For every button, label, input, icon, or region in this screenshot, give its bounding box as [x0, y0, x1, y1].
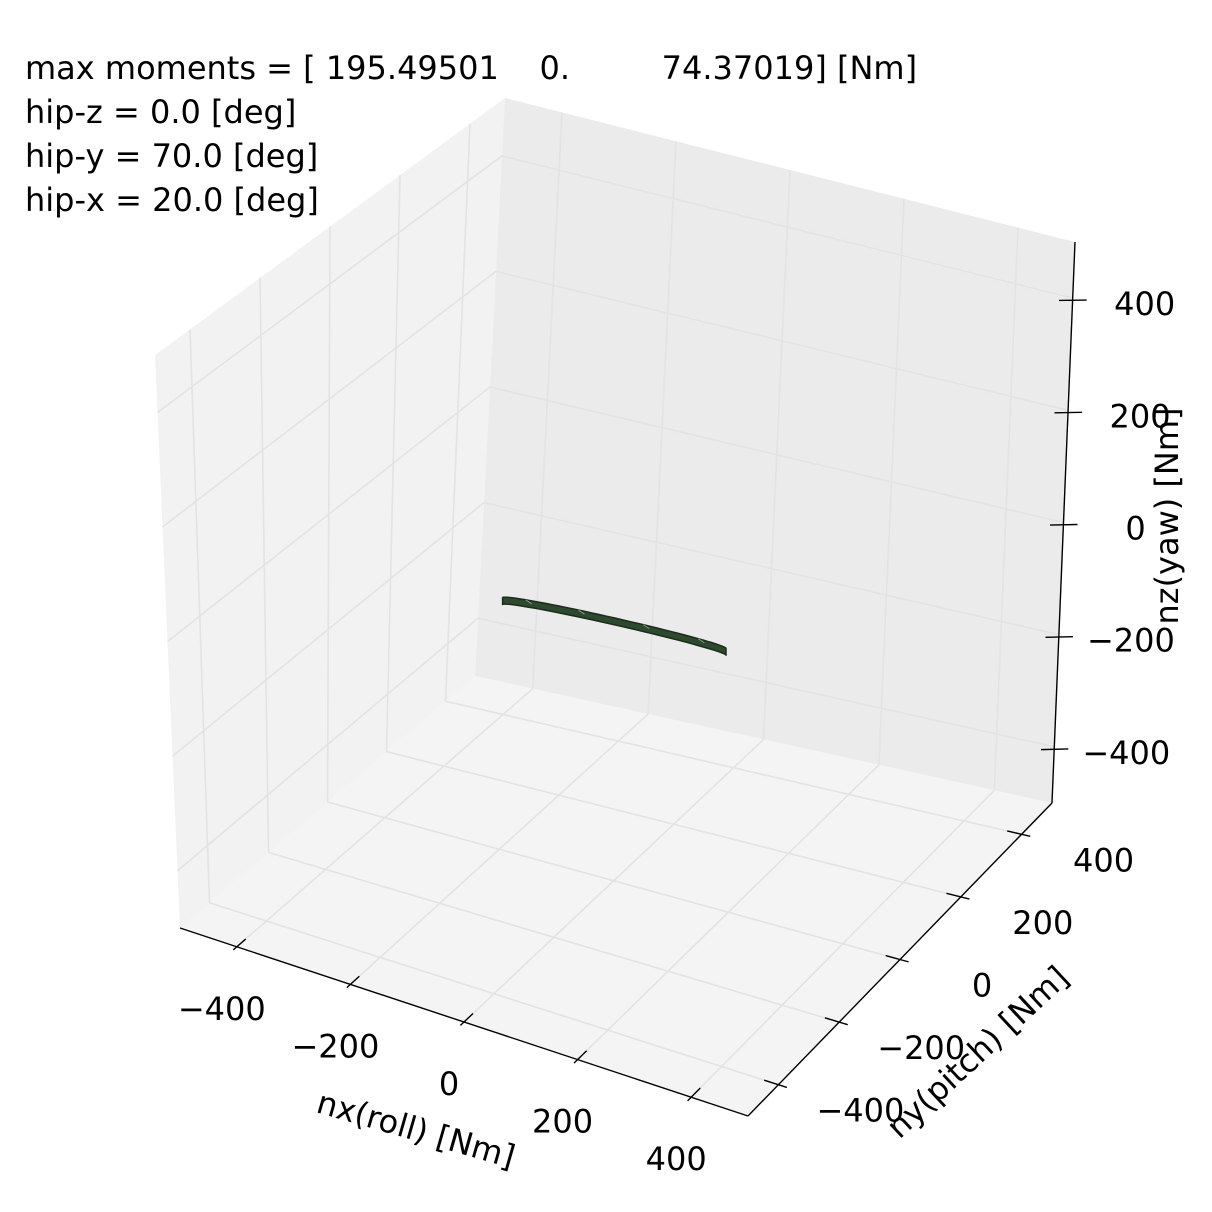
x-axis-label: nx(roll) [Nm] — [313, 1083, 520, 1176]
x-tick-mark — [346, 975, 360, 989]
info-line-hip-x: hip-x = 20.0 [deg] — [25, 181, 319, 219]
info-line-hip-y: hip-y = 70.0 [deg] — [25, 137, 319, 175]
y-tick-label: 200 — [1012, 904, 1073, 942]
info-line-max-moments: max moments = [ 195.49501 0. 74.37019] [… — [25, 49, 918, 87]
y-tick-mark — [824, 1017, 848, 1026]
grid-line-z-left — [162, 270, 497, 528]
y-tick-mark — [763, 1079, 788, 1089]
grid-line-y-floor — [386, 750, 961, 898]
grid-line-y-floor — [327, 801, 901, 961]
x-tick-mark — [232, 938, 247, 951]
z-tick-label: 0 — [1125, 510, 1145, 548]
grid-line-z-back — [477, 617, 1055, 748]
y-tick-mark — [946, 892, 970, 900]
info-line-hip-z: hip-z = 0.0 [deg] — [25, 93, 297, 131]
grid-line-z-back — [489, 386, 1064, 524]
grid-line-y-floor — [268, 851, 840, 1023]
x-tick-mark — [687, 1087, 701, 1102]
grid-line-z-back — [501, 155, 1073, 299]
x-tick-label: 400 — [646, 1140, 707, 1178]
pane-floor — [180, 676, 1052, 1116]
grid-lines — [157, 112, 1073, 1098]
y-tick-label: 0 — [972, 967, 992, 1005]
z-tick-label: 400 — [1114, 285, 1175, 323]
grid-line-z-left — [176, 617, 479, 872]
z-axis-line — [1051, 241, 1076, 804]
z-tick-mark — [1045, 636, 1073, 639]
surface-patch — [501, 596, 727, 656]
surface-mesh-line — [642, 624, 650, 630]
grid-line-z-left — [157, 155, 503, 413]
z-tick-mark — [1049, 523, 1078, 526]
grid-line-z-left — [171, 501, 485, 757]
moment-surface — [501, 596, 727, 656]
tick-marks — [232, 299, 1087, 1102]
grid-line-y-floor — [445, 700, 1022, 836]
surface-mesh-line — [698, 638, 705, 644]
y-tick-label: 400 — [1073, 841, 1134, 879]
z-tick-label: −200 — [1087, 622, 1175, 660]
grid-line-z-left — [167, 386, 491, 643]
z-tick-label: 200 — [1110, 397, 1171, 435]
y-tick-mark — [885, 954, 909, 963]
y-tick-label: −400 — [816, 1092, 904, 1130]
y-tick-label: −200 — [877, 1029, 965, 1067]
z-tick-label: −400 — [1082, 734, 1170, 772]
surface-mesh-line — [578, 609, 585, 615]
z-tick-mark — [1041, 748, 1069, 751]
grid-line-z-back — [483, 501, 1060, 636]
x-tick-label: 200 — [532, 1103, 593, 1141]
grid-line-y-floor — [209, 902, 779, 1086]
y-tick-mark — [1007, 830, 1031, 837]
x-tick-mark — [459, 1013, 474, 1026]
x-tick-mark — [573, 1050, 588, 1064]
x-tick-label: −200 — [291, 1027, 379, 1065]
x-tick-label: −400 — [178, 990, 266, 1028]
x-tick-label: 0 — [439, 1065, 459, 1103]
surface-mesh-line — [525, 599, 532, 605]
z-axis-label: nz(yaw) [Nm] — [1148, 407, 1186, 624]
grid-line-z-back — [495, 270, 1069, 412]
